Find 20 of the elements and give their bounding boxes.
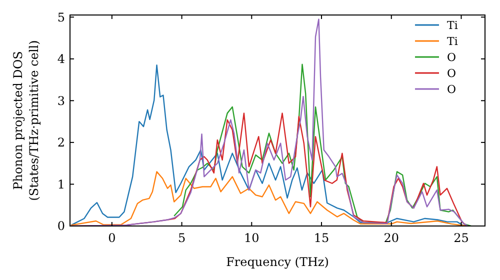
y-tick-label: 4 bbox=[57, 52, 66, 66]
x-tick-label: 15 bbox=[314, 231, 330, 245]
y-tick-label: 5 bbox=[57, 10, 65, 24]
legend-label: O bbox=[447, 66, 456, 80]
x-axis-title: Frequency (THz) bbox=[226, 255, 329, 269]
x-tick-label: 5 bbox=[178, 231, 186, 245]
x-tick-label: 25 bbox=[454, 231, 469, 245]
x-tick-label: 10 bbox=[244, 231, 260, 245]
y-tick-label: 3 bbox=[57, 94, 65, 108]
line-series bbox=[174, 64, 472, 226]
x-tick-label: 20 bbox=[384, 231, 400, 245]
y-tick-label: 0 bbox=[57, 219, 65, 234]
y-tick-label: 2 bbox=[57, 136, 65, 150]
legend-label: Ti bbox=[447, 18, 458, 32]
legend-label: O bbox=[447, 82, 456, 96]
y-axis-title: Phonon projected DOS (States/THz·primitive cell) bbox=[11, 40, 41, 201]
y-tick-label: 1 bbox=[57, 177, 65, 192]
x-tick-label: 0 bbox=[108, 231, 116, 245]
legend-label: Ti bbox=[447, 34, 458, 48]
legend-label: O bbox=[447, 50, 456, 64]
